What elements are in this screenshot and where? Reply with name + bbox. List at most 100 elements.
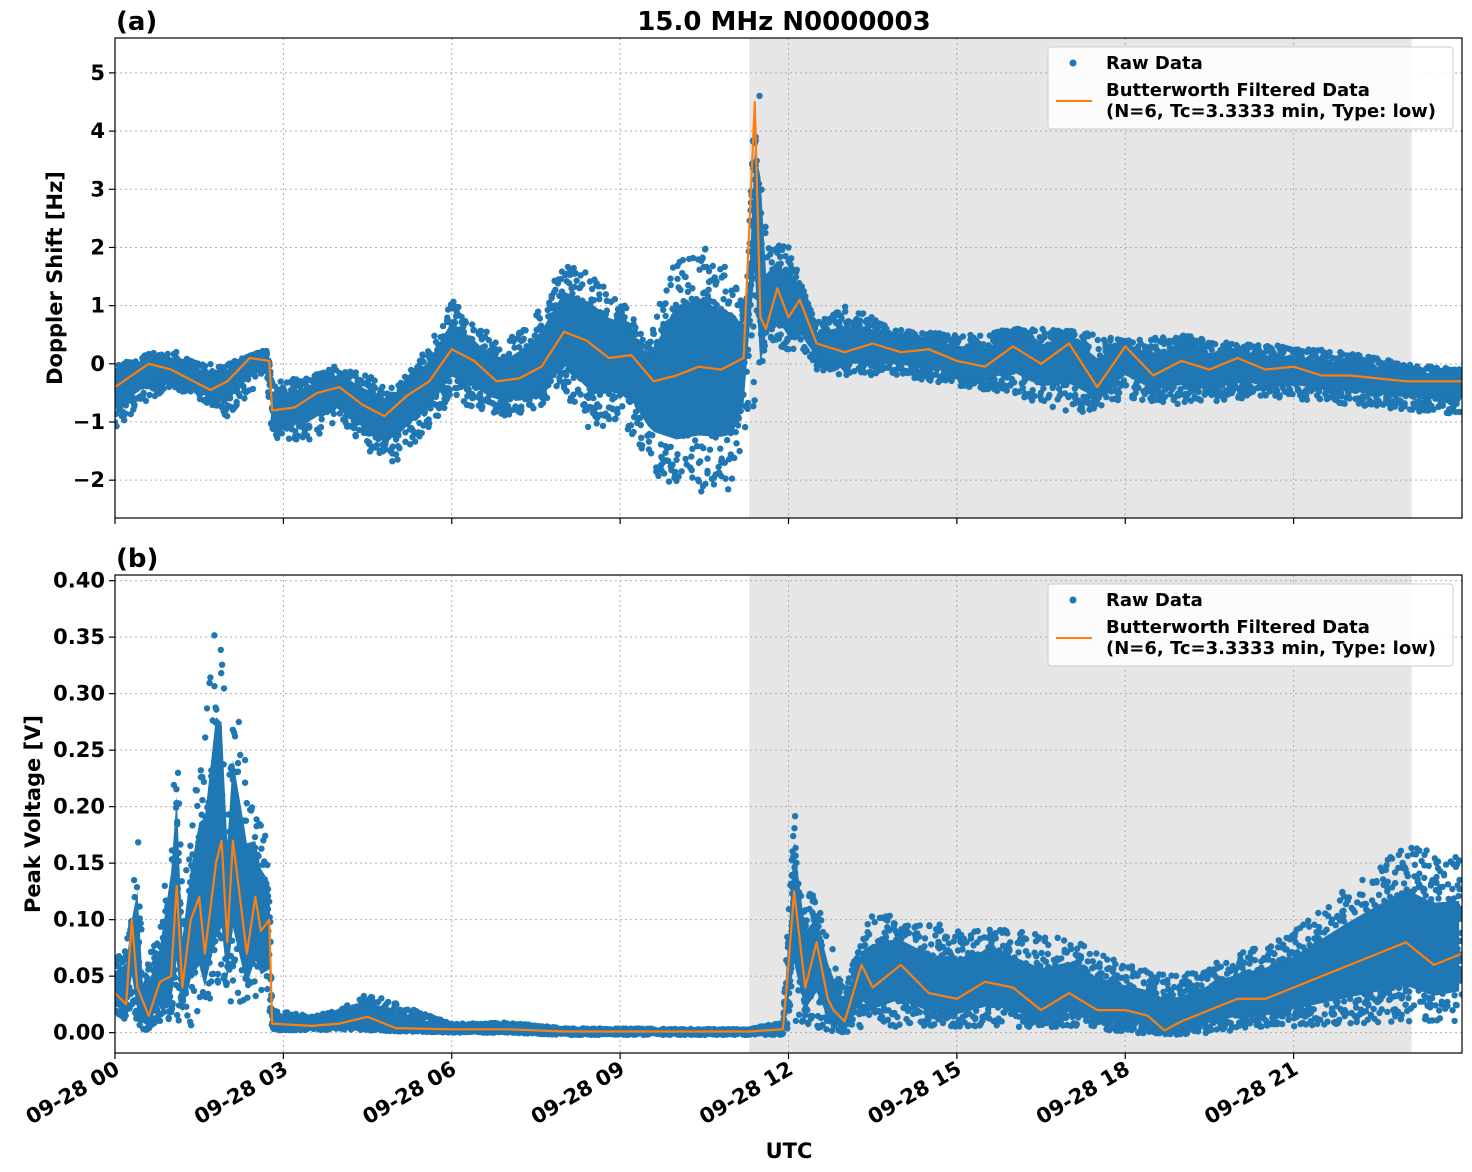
raw-data-point (725, 486, 732, 493)
raw-data-point (241, 395, 248, 402)
raw-data-point (732, 428, 739, 436)
raw-data-point (734, 422, 742, 429)
raw-data-point (623, 304, 630, 312)
raw-data-point (793, 266, 800, 273)
raw-data-point (366, 439, 373, 446)
raw-data-point (285, 435, 293, 442)
raw-data-point (627, 422, 635, 429)
raw-data-point (689, 474, 696, 481)
raw-data-point (122, 410, 129, 417)
raw-data-point (667, 275, 674, 282)
raw-data-point (637, 421, 644, 429)
raw-data-point (565, 378, 572, 386)
raw-data-point (201, 363, 209, 370)
raw-data-point (780, 243, 787, 250)
raw-data-point (689, 445, 696, 453)
raw-data-point (905, 334, 912, 341)
raw-data-point (362, 372, 369, 379)
raw-data-point (418, 429, 425, 437)
raw-data-point (842, 308, 849, 315)
raw-data-point (662, 300, 669, 307)
raw-data-point (579, 281, 586, 288)
raw-data-point (684, 288, 692, 295)
raw-data-point (140, 389, 147, 397)
raw-data-point (637, 330, 644, 338)
raw-data-point (698, 488, 705, 495)
raw-data-point (316, 430, 323, 437)
raw-data-point (673, 456, 680, 464)
raw-data-point (704, 470, 711, 477)
panel-a-label: (a) (116, 7, 157, 37)
raw-data-point (645, 438, 653, 445)
raw-data-point (650, 330, 658, 337)
raw-data-point (682, 455, 689, 463)
raw-data-point (803, 347, 810, 354)
raw-data-point (274, 434, 281, 442)
raw-data-point (485, 337, 492, 344)
raw-data-point (516, 344, 523, 351)
raw-data-point (689, 254, 697, 262)
raw-data-point (788, 255, 795, 262)
raw-data-point (713, 278, 720, 285)
raw-data-point (665, 478, 673, 485)
raw-data-point (632, 324, 639, 331)
raw-data-point (1015, 388, 1022, 395)
raw-data-point (748, 332, 755, 339)
raw-data-point (131, 402, 138, 410)
raw-data-point (552, 286, 559, 293)
raw-data-point (720, 296, 727, 303)
raw-data-point (709, 262, 716, 270)
raw-data-point (679, 256, 687, 264)
raw-data-point (590, 297, 597, 304)
raw-data-point (603, 307, 611, 314)
raw-data-point (543, 394, 551, 402)
raw-data-point (392, 451, 400, 458)
raw-data-point (389, 443, 396, 450)
raw-data-point (621, 314, 628, 321)
raw-data-point (756, 92, 763, 100)
raw-data-point (682, 273, 689, 281)
raw-data-point (496, 346, 503, 353)
raw-data-point (632, 408, 640, 415)
raw-data-point (1003, 387, 1010, 394)
raw-data-point (733, 440, 740, 447)
raw-data-point (556, 378, 563, 385)
raw-data-point (419, 352, 426, 359)
raw-data-point (520, 335, 527, 342)
raw-data-point (991, 376, 998, 383)
raw-data-point (777, 331, 784, 338)
raw-data-point (453, 391, 460, 398)
raw-data-point (655, 472, 662, 479)
raw-data-point (581, 400, 588, 408)
raw-data-point (800, 288, 807, 295)
raw-data-point (695, 478, 703, 485)
raw-data-point (439, 322, 447, 330)
raw-data-point (571, 398, 578, 405)
raw-data-point (492, 408, 500, 415)
raw-data-point (942, 377, 949, 384)
raw-data-point (1031, 327, 1039, 335)
raw-data-point (782, 253, 789, 260)
raw-data-point (897, 326, 905, 334)
raw-data-point (468, 402, 475, 410)
raw-data-point (721, 459, 728, 466)
raw-data-point (688, 467, 695, 474)
raw-data-point (721, 263, 728, 271)
raw-data-point (750, 378, 757, 386)
raw-data-point (1003, 327, 1010, 335)
raw-data-point (236, 392, 243, 400)
raw-data-point (699, 255, 706, 262)
raw-data-point (705, 268, 713, 275)
raw-data-point (402, 438, 409, 445)
raw-data-point (477, 327, 485, 335)
raw-data-point (573, 277, 580, 284)
raw-data-point (731, 454, 738, 462)
raw-data-point (224, 412, 231, 420)
raw-data-point (330, 410, 337, 417)
raw-data-point (859, 310, 867, 317)
raw-data-point (861, 369, 868, 376)
raw-data-point (702, 245, 709, 252)
raw-data-point (715, 463, 722, 471)
raw-data-point (1040, 385, 1047, 392)
